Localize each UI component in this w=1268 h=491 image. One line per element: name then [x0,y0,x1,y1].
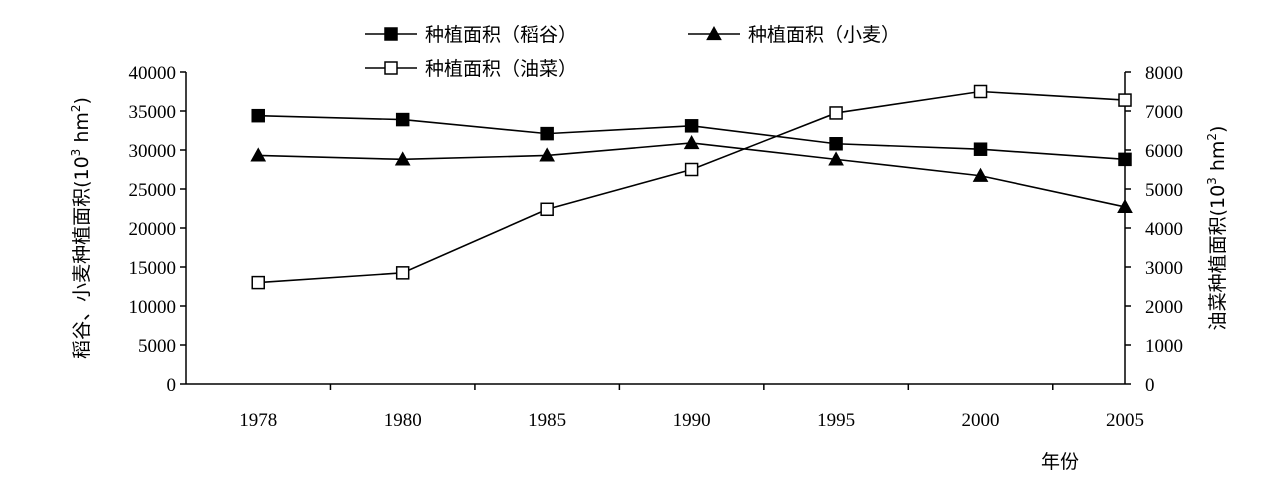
x-tick-label: 1980 [384,410,422,431]
data-point [973,142,988,156]
y-left-title-sup: 3 [69,149,83,157]
y-left-tick-label: 0 [167,375,177,396]
y-left-tick-label: 15000 [129,258,177,279]
y-right-tick-label: 6000 [1145,141,1183,162]
legend-marker [384,27,398,41]
data-point [1117,198,1133,214]
data-point [829,106,843,120]
legend-label: 种植面积（稻谷） [425,24,577,46]
data-point [684,119,699,133]
data-point [395,266,410,280]
data-point [683,134,700,150]
data-point [251,275,265,290]
y-left-tick-label: 40000 [129,63,177,84]
y-right-tick-label: 1000 [1145,336,1183,357]
y-right-tick-label: 4000 [1145,219,1183,240]
x-tick-label: 2000 [962,410,1000,431]
x-tick-label: 1995 [817,410,855,431]
y-left-title-sup2: 2 [69,104,83,112]
x-tick-label: 2005 [1106,410,1144,431]
data-point [828,151,844,166]
legend-label: 种植面积（小麦） [748,24,900,46]
y-right-tick-label: 8000 [1145,63,1183,84]
series-2 [250,134,1133,214]
tick-labels: 0500010000150002000025000300003500040000… [129,63,1184,431]
legend-item-1: 种植面积（稻谷） [365,24,577,46]
legend-item-2: 种植面积（小麦） [688,24,900,46]
y-left-title-close: ) [71,97,93,104]
data-point [973,84,988,99]
y-right-tick-label: 5000 [1145,180,1183,201]
y-left-axis-title: 稻谷、小麦种植面积(103 hm2) [69,97,93,359]
data-point [972,167,989,182]
y-left-tick-label: 5000 [138,336,176,357]
y-right-title-unit: hm [1207,141,1229,178]
y-left-tick-label: 10000 [129,297,177,318]
data-point [250,147,267,162]
y-left-title-unit: hm [71,112,93,149]
y-left-title-main: 稻谷、小麦种植面积(10 [71,156,93,359]
data-point [1118,152,1132,167]
axes [180,71,1131,390]
y-right-title-close: ) [1207,126,1229,133]
legend: 种植面积（稻谷） 种植面积（小麦） 种植面积（油菜） [365,24,900,80]
y-right-tick-label: 7000 [1145,102,1183,123]
data-point [540,126,554,141]
data-point [251,108,265,123]
data-point [394,151,411,166]
series-1 [251,108,1132,167]
x-tick-label: 1985 [528,410,566,431]
y-right-axis-title: 油菜种植面积(103 hm2) [1205,126,1229,331]
data-point [829,137,843,151]
data-point [395,112,410,127]
x-axis-title: 年份 [1041,451,1079,473]
legend-marker [384,61,398,75]
data-point [684,162,699,177]
legend-label: 种植面积（油菜） [425,58,577,80]
data-point [540,202,554,217]
data-point [1118,93,1132,107]
y-right-title-sup: 3 [1205,177,1219,185]
y-right-tick-label: 3000 [1145,258,1183,279]
x-tick-label: 1978 [239,410,277,431]
y-left-tick-label: 20000 [129,219,177,240]
legend-marker [706,25,722,41]
legend-item-3: 种植面积（油菜） [365,58,577,80]
series-3 [251,84,1132,290]
y-left-tick-label: 30000 [129,141,177,162]
y-left-tick-label: 35000 [129,102,177,123]
y-right-title-main: 油菜种植面积(10 [1207,185,1229,331]
y-right-title-sup2: 2 [1205,133,1219,141]
y-right-tick-label: 2000 [1145,297,1183,318]
data-point [539,147,556,162]
series-layer [250,84,1133,290]
y-left-tick-label: 25000 [129,180,177,201]
y-right-tick-label: 0 [1145,375,1155,396]
x-tick-label: 1990 [673,410,711,431]
